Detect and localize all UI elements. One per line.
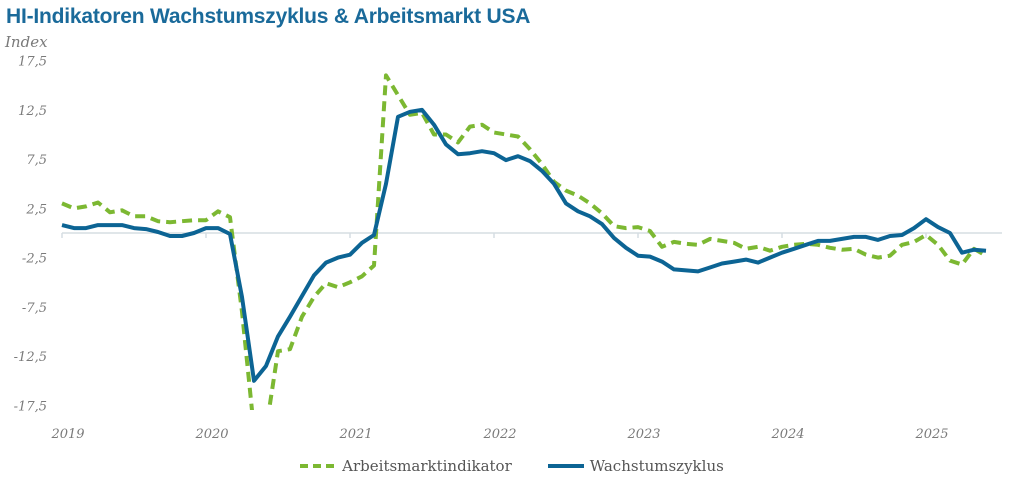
y-tick-label: 7,5 bbox=[26, 153, 47, 168]
x-tick-label: 2022 bbox=[482, 427, 516, 442]
legend-item-wachstumszyklus: Wachstumszyklus bbox=[547, 457, 724, 475]
y-tick-label: 17,5 bbox=[18, 55, 47, 70]
y-tick-label: -12,5 bbox=[14, 350, 47, 365]
dashed-line-swatch-icon bbox=[300, 464, 337, 468]
x-tick-label: 2020 bbox=[194, 427, 228, 442]
legend-label: Wachstumszyklus bbox=[589, 457, 724, 475]
x-tick-label: 2024 bbox=[770, 427, 804, 442]
y-tick-label: -2,5 bbox=[22, 252, 47, 267]
series-line-arbeitsmarktindikator bbox=[61, 73, 987, 410]
y-tick-label: -7,5 bbox=[22, 301, 47, 316]
x-tick-label: 2021 bbox=[338, 427, 372, 442]
x-tick-label: 2025 bbox=[914, 427, 948, 442]
solid-line-swatch-icon bbox=[547, 464, 584, 468]
legend-item-arbeitsmarktindikator: Arbeitsmarktindikator bbox=[300, 457, 512, 475]
y-tick-label: 2,5 bbox=[25, 202, 47, 217]
x-tick-label: 2019 bbox=[50, 427, 84, 442]
series-line-wachstumszyklus bbox=[61, 107, 987, 383]
legend-label: Arbeitsmarktindikator bbox=[342, 457, 512, 475]
chart-title: HI-Indikatoren Wachstumszyklus & Arbeits… bbox=[6, 5, 531, 28]
y-tick-label: 12,5 bbox=[18, 104, 47, 119]
y-axis-label: Index bbox=[5, 33, 48, 51]
legend: Arbeitsmarktindikator Wachstumszyklus bbox=[0, 457, 1024, 475]
x-tick-label: 2023 bbox=[626, 427, 660, 442]
y-tick-label: -17,5 bbox=[14, 399, 47, 414]
